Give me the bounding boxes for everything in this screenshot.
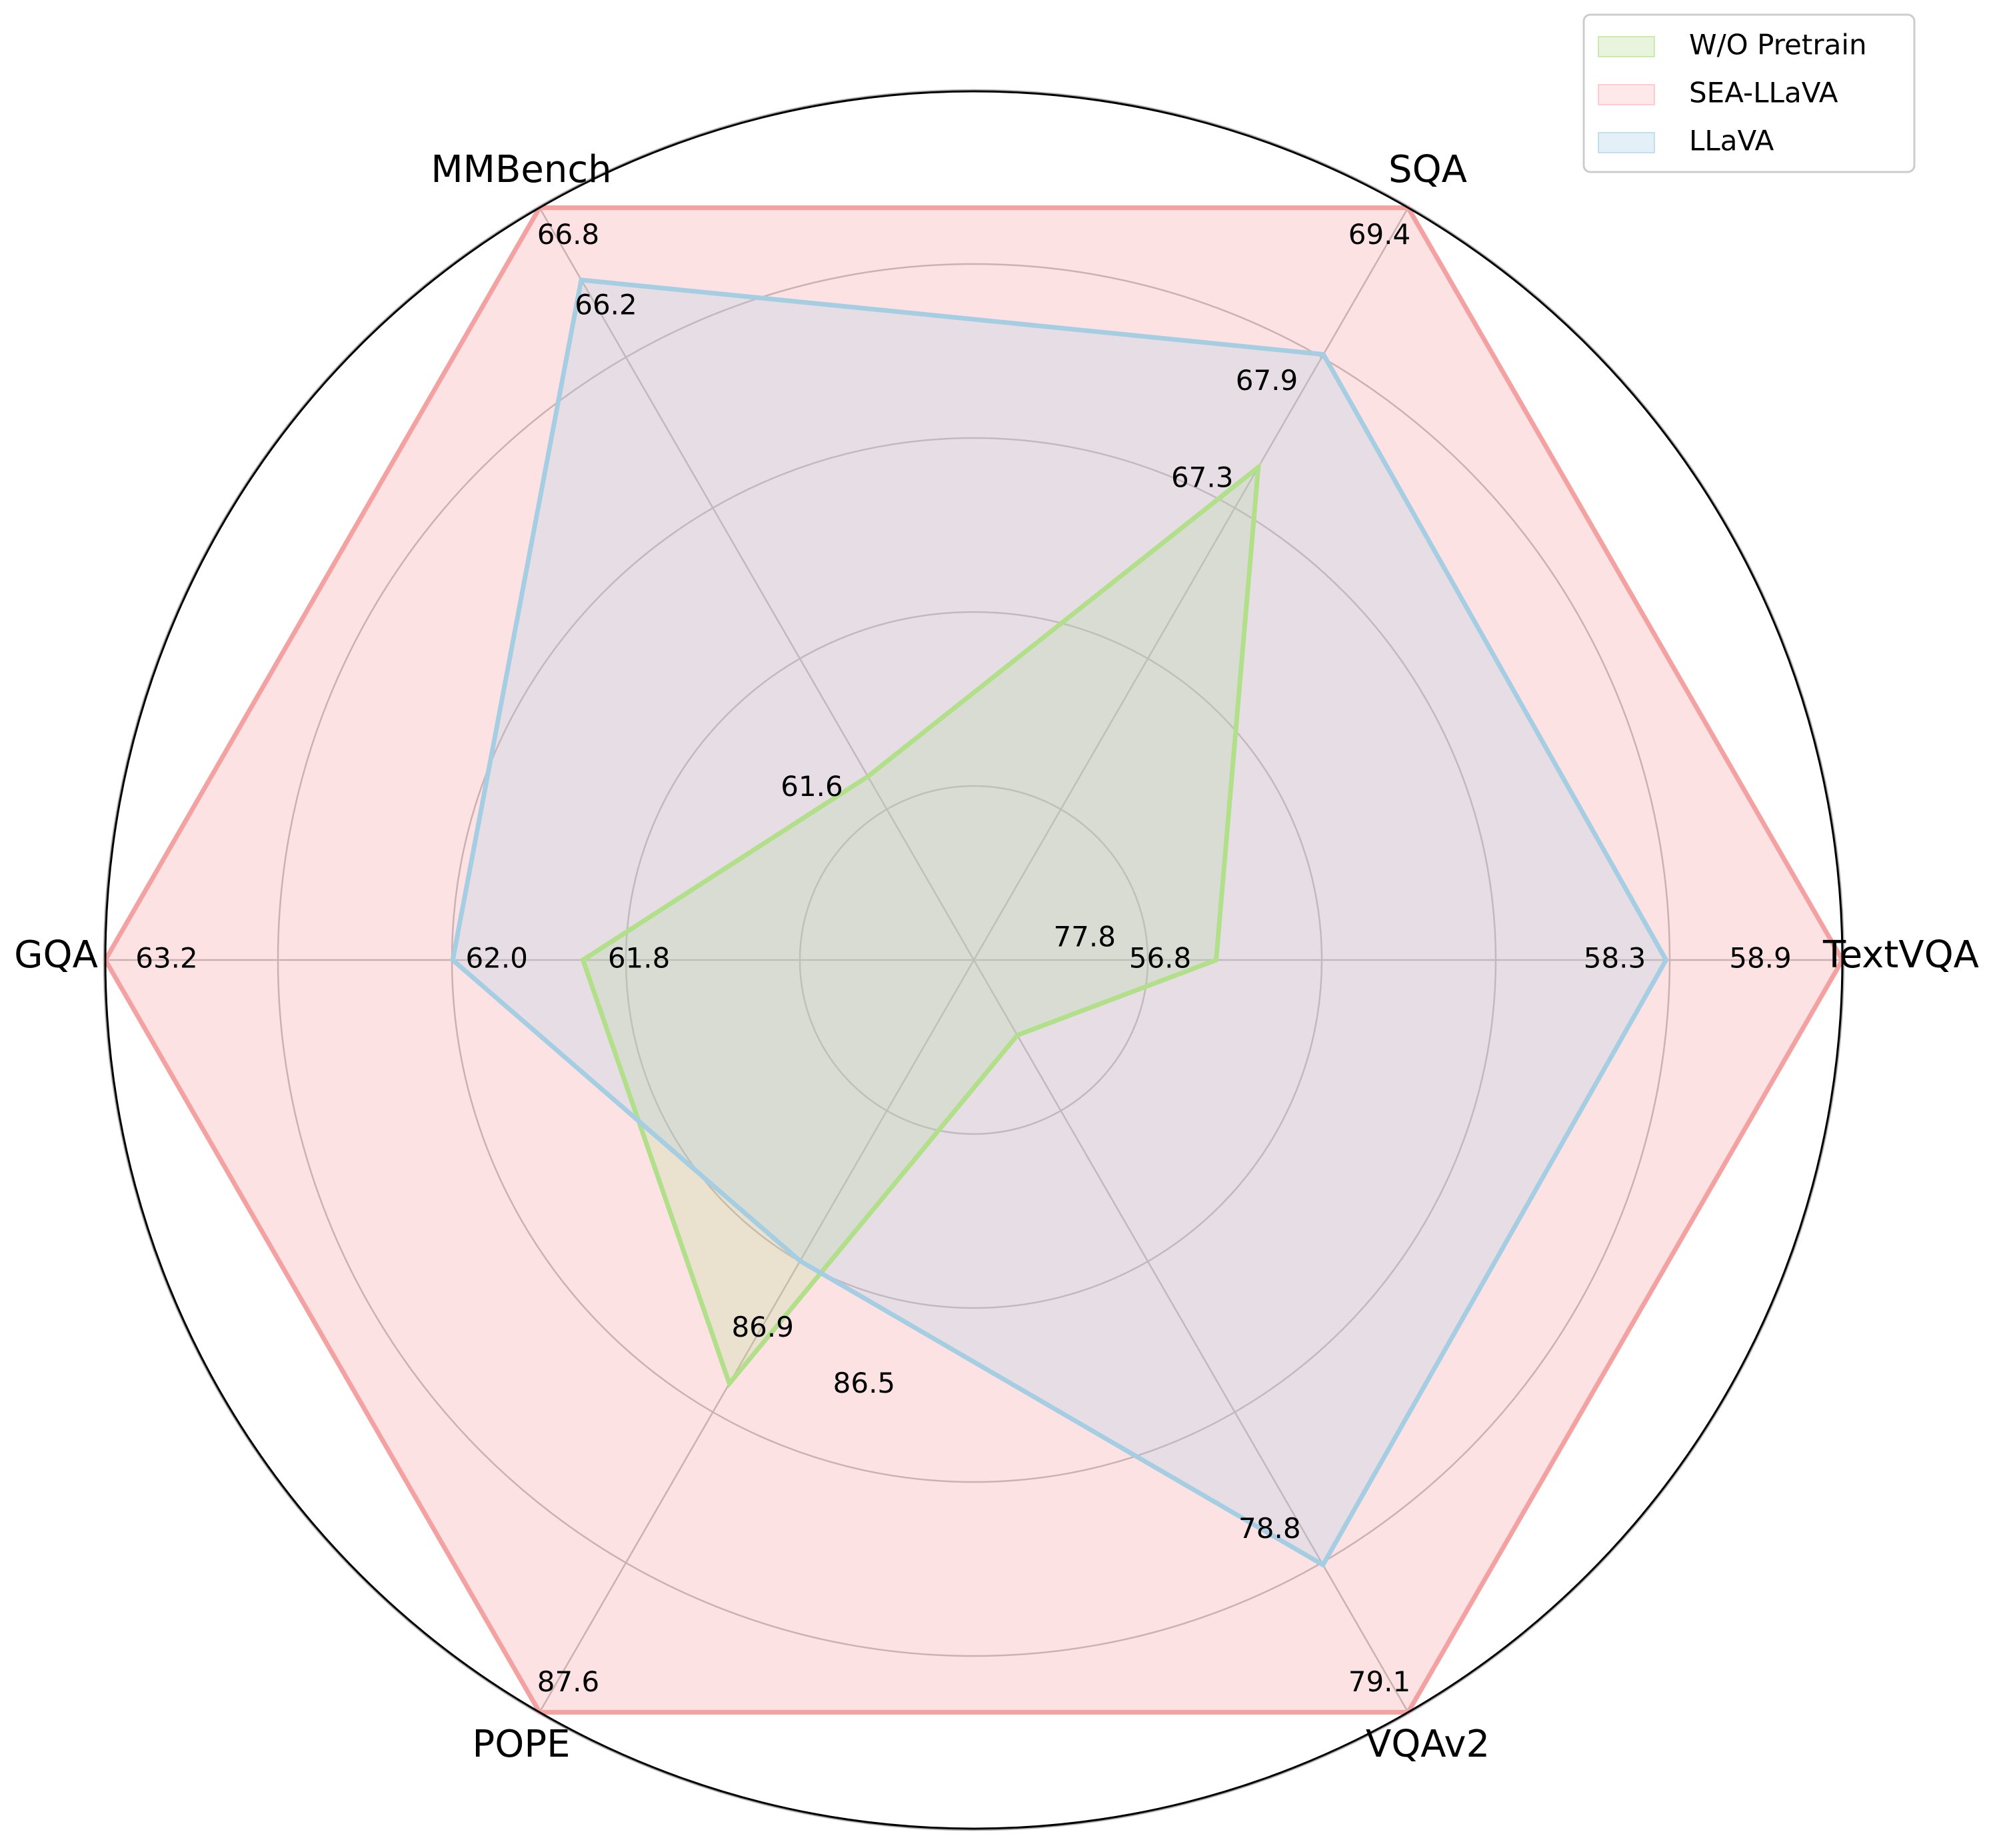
axis-label-sqa: SQA — [1388, 148, 1467, 191]
value-label-sea-llava-pope: 87.6 — [537, 1665, 600, 1698]
series-fill-sea-llava — [105, 207, 1842, 1713]
axis-spoke — [973, 207, 1409, 961]
value-label-w-o-pretrain-mmbench: 61.6 — [781, 770, 843, 803]
legend-label-sea-llava: SEA-LLaVA — [1689, 77, 1838, 109]
axis-label-textvqa: TextVQA — [1822, 933, 1979, 977]
axis-label-pope: POPE — [473, 1723, 571, 1766]
legend-label-llava: LLaVA — [1689, 125, 1774, 157]
value-label-w-o-pretrain-vqav2: 77.8 — [1053, 920, 1116, 953]
legend-swatch-sea-llava — [1598, 84, 1655, 105]
value-label-llava-vqav2: 78.8 — [1238, 1512, 1301, 1545]
legend-label-w-o-pretrain: W/O Pretrain — [1689, 29, 1867, 61]
value-label-llava-textvqa: 58.3 — [1584, 942, 1646, 975]
series-line-w-o-pretrain — [580, 462, 1261, 1389]
value-label-w-o-pretrain-sqa: 67.3 — [1171, 461, 1234, 493]
legend-box — [1582, 13, 1916, 173]
legend-swatch-w-o-pretrain — [1598, 36, 1655, 57]
axis-label-gqa: GQA — [14, 933, 98, 977]
value-label-sea-llava-textvqa: 58.9 — [1729, 942, 1792, 975]
axis-spoke — [973, 959, 1409, 1713]
value-label-llava-gqa: 62.0 — [465, 942, 528, 975]
value-label-w-o-pretrain-gqa: 61.8 — [608, 942, 671, 975]
axis-labels: TextVQA SQA MMBench GQA POPE VQAv2 — [14, 148, 1979, 1766]
legend: W/O Pretrain SEA-LLaVA LLaVA — [1582, 13, 1916, 173]
series-fills — [105, 207, 1842, 1713]
outer-frame-circle — [104, 90, 1844, 1830]
series-fill-w-o-pretrain — [583, 467, 1258, 1384]
value-label-llava-sqa: 67.9 — [1236, 364, 1298, 397]
axis-label-vqav2: VQAv2 — [1366, 1723, 1490, 1766]
axis-spoke — [539, 207, 975, 961]
value-label-sea-llava-sqa: 69.4 — [1348, 218, 1411, 251]
legend-swatch-llava — [1598, 132, 1655, 153]
value-label-w-o-pretrain-pope: 86.9 — [731, 1311, 794, 1343]
series-line-llava — [450, 277, 1669, 1569]
axis-spoke — [539, 959, 975, 1713]
axis-label-mmbench: MMBench — [431, 148, 611, 191]
value-label-w-o-pretrain-textvqa: 56.8 — [1129, 942, 1192, 975]
series-fill-llava — [453, 279, 1666, 1565]
value-label-llava-mmbench: 66.2 — [575, 288, 637, 321]
value-labels: 56.8 67.3 61.6 61.8 86.9 77.8 58.9 69.4 66.8 63.2… — [135, 218, 1792, 1698]
value-label-sea-llava-mmbench: 66.8 — [537, 218, 600, 251]
value-label-sea-llava-vqav2: 79.1 — [1348, 1665, 1411, 1698]
value-label-sea-llava-gqa: 63.2 — [135, 942, 198, 975]
series-lines — [102, 90, 1846, 1830]
value-label-llava-pope: 86.5 — [833, 1367, 896, 1399]
